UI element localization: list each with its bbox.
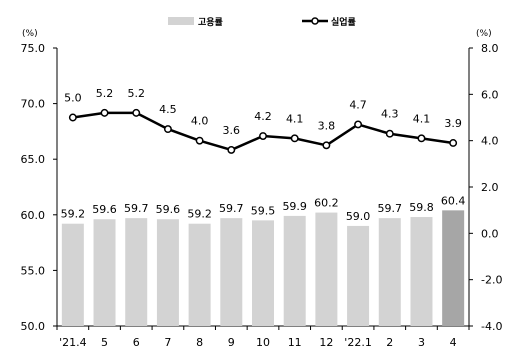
y-left-tick-label: 75.0: [21, 42, 46, 55]
line-value-label: 5.2: [96, 87, 114, 100]
bar: [188, 223, 211, 326]
line-point: [449, 139, 458, 147]
line-point: [290, 134, 299, 143]
y-left-tick-label: 65.0: [21, 153, 46, 166]
bar-value-label: 59.2: [187, 208, 212, 221]
line-value-label: 4.1: [413, 112, 431, 125]
line-value-label: 3.6: [223, 124, 241, 137]
bar: [93, 219, 116, 326]
line-value-label: 4.5: [159, 103, 177, 116]
line-point: [227, 145, 236, 154]
line-point: [354, 120, 363, 129]
y-right-tick-label: 2.0: [481, 181, 499, 194]
y-right-tick-label: -2.0: [481, 274, 502, 287]
x-tick-label: 7: [164, 336, 171, 349]
y-left-tick-label: 60.0: [21, 209, 46, 222]
line-value-label: 4.7: [349, 98, 367, 111]
y-left-tick-label: 70.0: [21, 98, 46, 111]
x-tick-label: 6: [133, 336, 140, 349]
bar: [347, 225, 370, 326]
y-right-tick-label: 6.0: [481, 88, 499, 101]
bar: [220, 218, 243, 326]
bar: [252, 220, 274, 326]
line-value-label: 4.2: [254, 110, 272, 123]
legend-line-marker: [311, 17, 319, 25]
line-point: [195, 136, 204, 145]
bar-value-label: 59.7: [219, 202, 244, 215]
bar-value-label: 59.2: [61, 208, 86, 221]
x-tick-label: 11: [288, 336, 302, 349]
x-tick-label: 5: [101, 336, 108, 349]
y-left-tick-label: 55.0: [21, 264, 46, 277]
y-left-unit: (%): [22, 29, 38, 39]
line-point: [385, 129, 394, 138]
bar-value-label: 59.6: [92, 203, 117, 216]
line-point: [163, 125, 172, 134]
bar-value-label: 59.7: [378, 202, 403, 215]
bar: [378, 218, 401, 326]
line-point: [100, 108, 109, 117]
line-point: [68, 113, 77, 122]
x-tick-label: 9: [228, 336, 235, 349]
bar-value-label: 59.7: [124, 202, 149, 215]
y-left-tick-label: 50.0: [21, 320, 46, 333]
x-tick-label: 2: [386, 336, 393, 349]
y-right-tick-label: -4.0: [481, 320, 502, 333]
line-value-label: 5.2: [127, 87, 145, 100]
bar-value-label: 59.6: [156, 203, 181, 216]
x-tick-label: 10: [256, 336, 270, 349]
y-right-unit: (%): [476, 29, 492, 39]
line-value-label: 4.1: [286, 112, 304, 125]
x-tick-label: '21.4: [59, 336, 87, 349]
line-value-label: 3.8: [318, 119, 336, 132]
bar-value-label: 59.8: [409, 201, 434, 214]
y-right-tick-label: 8.0: [481, 42, 499, 55]
x-tick-label: '22.1: [344, 336, 372, 349]
bar: [442, 210, 465, 326]
bar-value-label: 59.9: [282, 200, 307, 213]
y-right-tick-label: 0.0: [481, 227, 499, 240]
bar-value-label: 60.4: [441, 194, 466, 207]
legend-line-label: 실업률: [331, 16, 356, 28]
bar: [61, 223, 84, 326]
line-point: [132, 108, 141, 117]
x-tick-label: 4: [450, 336, 457, 349]
line-value-label: 4.0: [191, 115, 209, 128]
bar-value-label: 59.5: [251, 204, 276, 217]
y-right-tick-label: 4.0: [481, 135, 499, 148]
bar: [125, 218, 148, 326]
line-value-label: 5.0: [64, 92, 82, 105]
bar: [315, 212, 338, 326]
bar-value-label: 60.2: [314, 197, 339, 210]
line-point: [417, 134, 426, 143]
bar: [410, 217, 433, 326]
x-tick-label: 8: [196, 336, 203, 349]
bar-value-label: 59.0: [346, 210, 371, 223]
line-value-label: 4.3: [381, 108, 399, 121]
x-tick-label: 3: [418, 336, 425, 349]
line-point: [322, 141, 331, 150]
legend-bar-swatch: [168, 17, 194, 25]
line-value-label: 3.9: [444, 117, 462, 130]
bar: [156, 219, 179, 326]
legend-bar-label: 고용률: [198, 16, 223, 28]
x-tick-label: 12: [319, 336, 333, 349]
bar: [283, 215, 306, 326]
line-point: [259, 132, 267, 140]
